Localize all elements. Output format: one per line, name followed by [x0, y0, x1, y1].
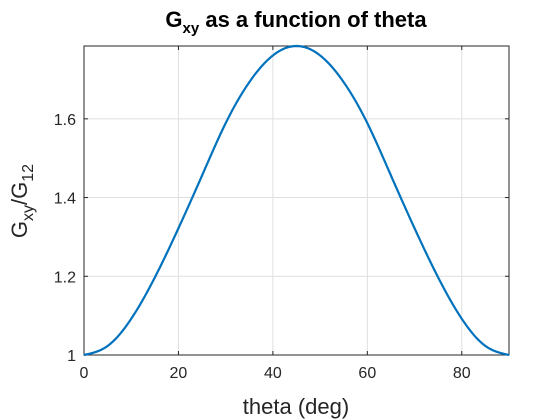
x-tick-label: 60 — [358, 365, 376, 382]
x-tick-label: 20 — [170, 365, 188, 382]
chart-title-main: G — [165, 7, 182, 32]
tick-label-layer: 0 20 40 60 80 1 1.2 1.4 1.6 — [54, 112, 471, 382]
plot-area — [84, 46, 509, 355]
y-axis-label-part1: G — [7, 221, 32, 238]
x-tick-label: 40 — [264, 365, 282, 382]
series-line — [83, 44, 510, 357]
x-tick-label: 0 — [80, 365, 89, 382]
y-axis-label-part1-sub: xy — [20, 205, 37, 221]
y-axis-label-part2-sub: 12 — [20, 164, 37, 182]
y-axis-label-part2: /G — [7, 182, 32, 205]
y-tick-label: 1.4 — [54, 191, 76, 208]
x-tick-label: 80 — [453, 365, 471, 382]
chart-title-main-sub: xy — [183, 20, 200, 37]
chart-title: Gxy as a function of theta — [165, 7, 427, 37]
y-tick-label: 1 — [67, 348, 76, 365]
y-axis-label: Gxy/G12 — [7, 164, 37, 238]
y-tick-label: 1.2 — [54, 269, 76, 286]
chart-title-rest: as a function of theta — [199, 7, 427, 32]
y-tick-label: 1.6 — [54, 112, 76, 129]
x-axis-label: theta (deg) — [243, 394, 349, 419]
